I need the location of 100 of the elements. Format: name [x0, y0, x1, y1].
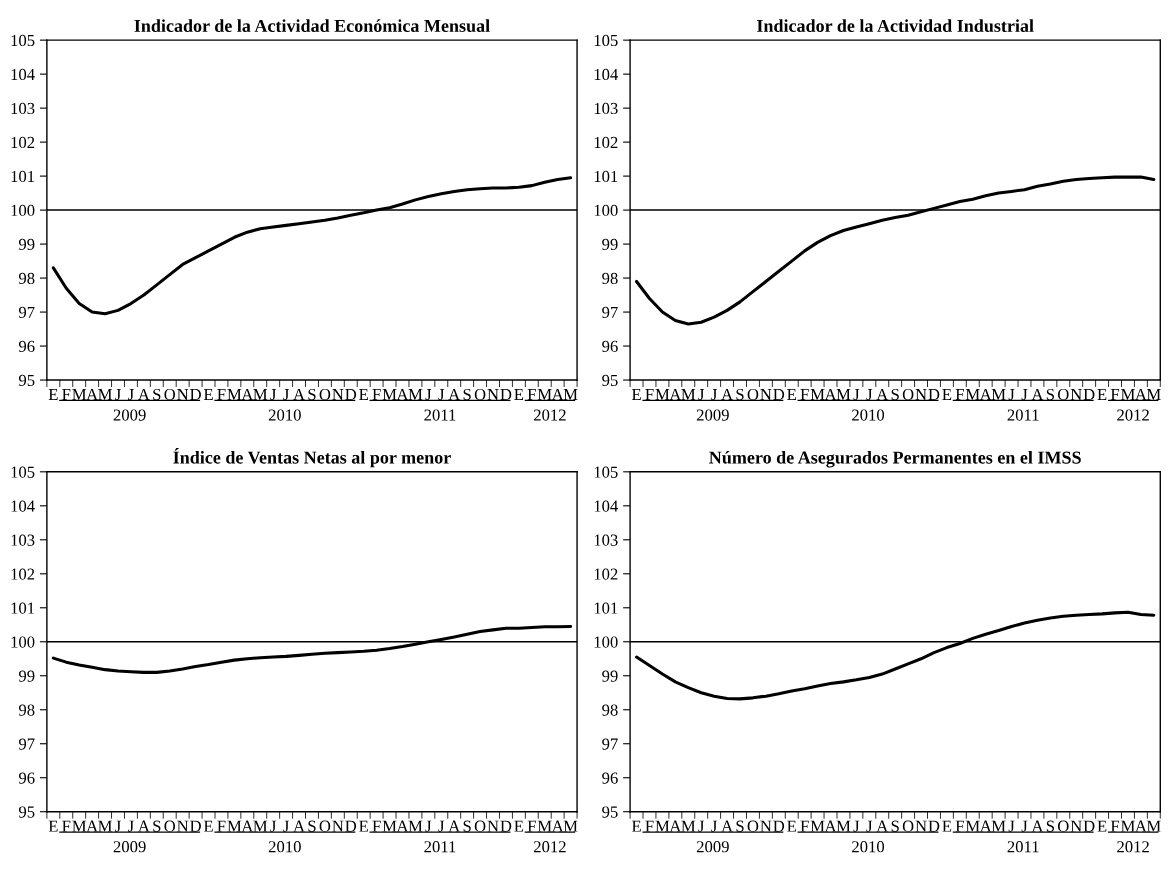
x-tick-label: J [438, 820, 445, 832]
y-tick-label: 99 [602, 238, 618, 251]
x-tick-label: F [955, 820, 964, 832]
x-tick-label: O [474, 820, 486, 832]
x-tick-label: A [241, 388, 254, 400]
y-tick-label: 105 [11, 34, 35, 47]
x-tick-label: N [177, 389, 189, 400]
x-tick-label: O [902, 388, 914, 401]
x-tick-label: J [866, 820, 873, 832]
line-series [51, 624, 573, 674]
x-tick-label: A [396, 388, 409, 400]
x-tick-label: O [1057, 820, 1069, 832]
x-tick-label: S [736, 820, 744, 832]
x-tick-label: F [372, 389, 381, 400]
x-tick-label: F [955, 389, 964, 400]
x-tick-label: D [500, 820, 512, 832]
text: 2009 [696, 409, 729, 421]
x-tick-label: F [372, 820, 381, 832]
x-tick-label: M [655, 389, 670, 400]
text: 2009 [113, 409, 146, 421]
x-tick-label: M [72, 389, 87, 400]
x-tick-label: N [1070, 820, 1082, 832]
y-tick-label: 97 [18, 306, 35, 319]
y-tick-label: 98 [18, 272, 35, 285]
x-tick-label: J [698, 820, 705, 832]
x-tick-label: O [747, 388, 759, 401]
x-tick-label: J [853, 820, 860, 832]
chart-title: Número de Asegurados Permanentes en el IMSS [709, 450, 1081, 468]
x-tick-label: J [711, 389, 718, 401]
x-tick-label: M [382, 820, 397, 832]
x-tick-label: N [760, 820, 772, 832]
x-tick-label: M [1121, 820, 1135, 832]
x-tick-label: N [177, 820, 189, 832]
y-tick-label: 103 [11, 534, 35, 546]
x-tick-label: M [253, 820, 268, 832]
y-tick-label: 96 [18, 340, 35, 352]
y-tick-label: 100 [11, 636, 35, 648]
x-tick-label: D [773, 820, 785, 832]
chart-title: Indicador de la Actividad Industrial [757, 19, 1034, 33]
y-tick-label: 97 [602, 738, 618, 750]
x-tick-label: S [463, 388, 471, 401]
x-tick-label: F [527, 389, 536, 400]
y-tick-label: 102 [594, 136, 618, 149]
x-tick-label: D [928, 389, 940, 400]
text: 2010 [852, 409, 885, 421]
y-tick-label: 95 [18, 806, 35, 818]
x-tick-label: D [1083, 389, 1095, 400]
chart-title: Índice de Ventas Netas al por menor [173, 448, 451, 468]
x-tick-label: J [1008, 389, 1015, 401]
x-tick-label: M [408, 389, 423, 400]
x-tick-label: M [227, 389, 242, 400]
x-tick-label: F [800, 820, 809, 832]
x-tick-label: S [1046, 388, 1054, 401]
y-tick-label: 97 [18, 738, 35, 750]
x-tick-label: S [1046, 820, 1054, 832]
x-tick-label: F [62, 389, 71, 400]
text: 2012 [533, 409, 566, 421]
x-tick-label: J [270, 820, 277, 832]
x-tick-label: F [800, 389, 809, 400]
x-tick-label: A [824, 388, 837, 400]
x-tick-label: M [965, 820, 980, 832]
text: 2011 [1007, 409, 1039, 421]
x-tick-label: A [138, 820, 150, 832]
y-tick-label: 96 [602, 340, 618, 352]
y-tick-label: 104 [594, 500, 619, 512]
x-tick-label: J [128, 820, 134, 832]
x-tick-label: E [942, 820, 952, 832]
x-tick-label: A [721, 820, 733, 832]
x-tick-label: M [655, 820, 670, 832]
x-tick-label: D [1083, 820, 1095, 832]
x-tick-label: S [891, 388, 899, 401]
y-tick-label: 101 [11, 602, 35, 614]
y-tick-label: 95 [602, 374, 618, 386]
x-tick-label: J [1008, 820, 1015, 832]
x-tick-label: O [474, 388, 486, 401]
y-tick-label: 96 [18, 772, 35, 784]
x-tick-label: F [1110, 820, 1120, 832]
x-tick-label: M [965, 389, 980, 400]
x-tick-label: S [463, 820, 471, 832]
x-tick-label: F [217, 389, 226, 400]
x-tick-label: J [425, 820, 432, 832]
x-tick-label: M [98, 820, 112, 832]
text: 2012 [1117, 409, 1149, 421]
x-tick-label: J [1021, 389, 1028, 401]
x-tick-label: E [514, 389, 524, 400]
y-tick-label: 102 [11, 568, 35, 580]
x-tick-label: J [270, 389, 277, 401]
y-tick-label: 97 [602, 306, 618, 319]
y-tick-label: 98 [18, 704, 35, 716]
x-tick-label: J [425, 389, 432, 401]
x-tick-label: N [332, 389, 344, 400]
x-tick-label: E [787, 389, 796, 400]
x-tick-label: A [1031, 820, 1044, 832]
x-tick-label: A [138, 388, 150, 400]
x-tick-label: M [1121, 389, 1135, 400]
x-tick-label: M [537, 820, 552, 832]
x-tick-label: A [396, 820, 409, 832]
x-tick-label: M [681, 389, 696, 400]
x-tick-label: E [514, 820, 524, 832]
x-tick-label: E [203, 820, 213, 832]
